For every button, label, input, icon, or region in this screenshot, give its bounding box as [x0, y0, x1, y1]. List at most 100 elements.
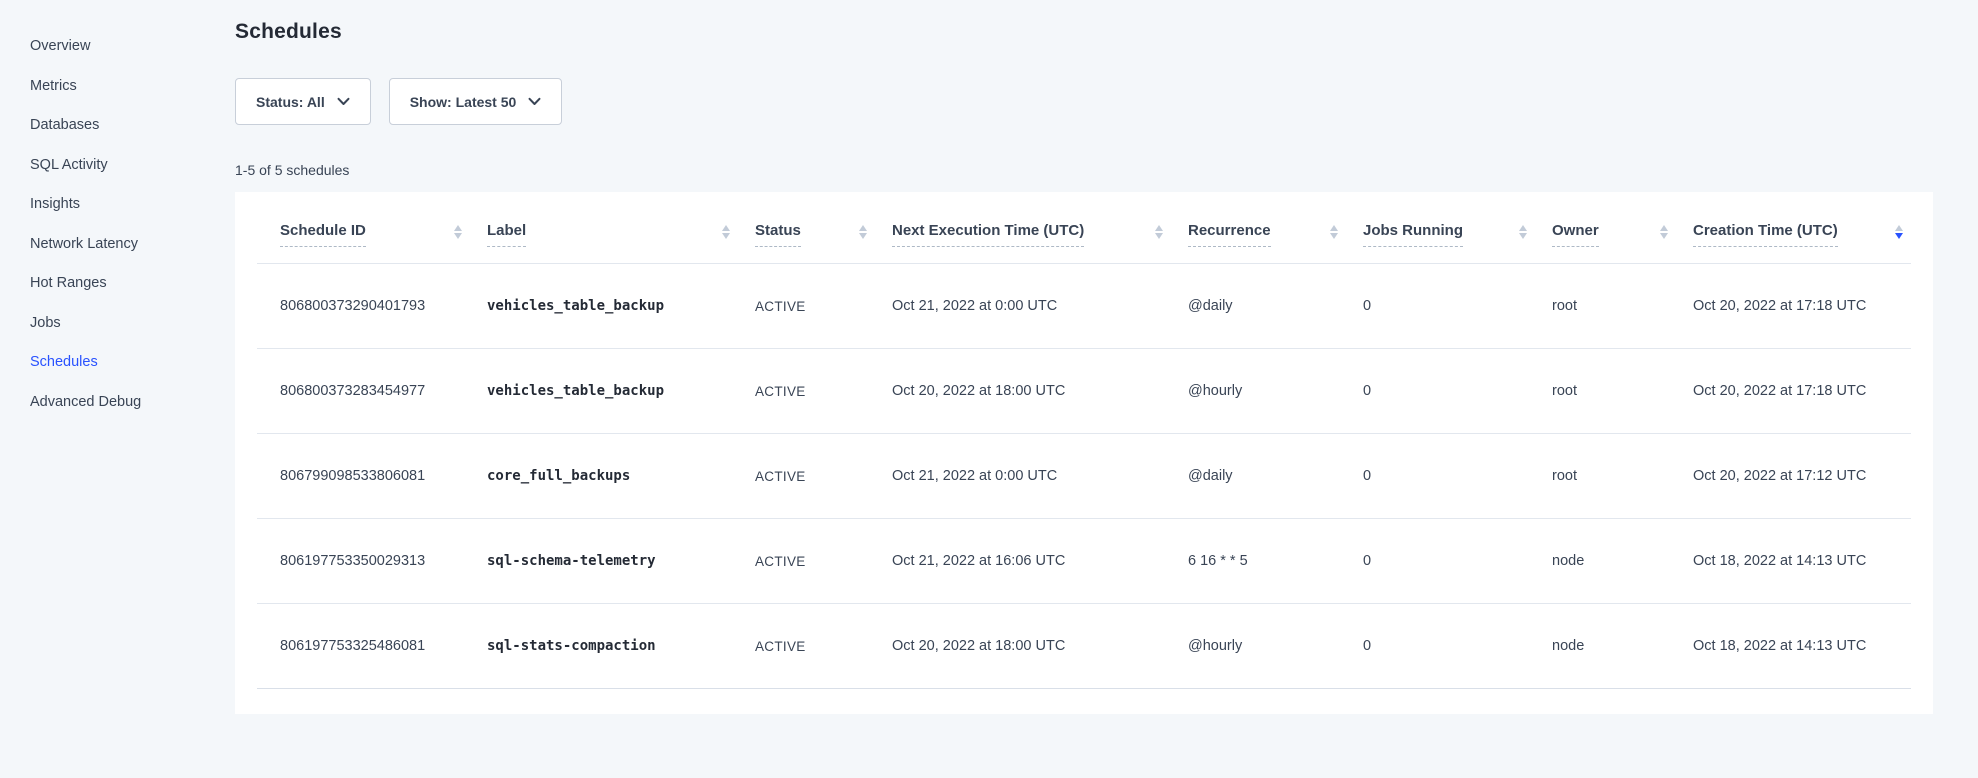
- sort-icon[interactable]: [1519, 224, 1527, 240]
- status-cell: ACTIVE: [755, 433, 892, 519]
- column-header-inner: Next Execution Time (UTC): [892, 222, 1163, 247]
- sidebar-item-databases[interactable]: Databases: [30, 117, 100, 133]
- sort-arrow-up-icon: [1330, 224, 1338, 231]
- sort-arrow-down-icon: [454, 233, 462, 240]
- label-cell: vehicles_table_backup: [487, 263, 755, 349]
- status-cell: ACTIVE: [755, 263, 892, 349]
- filter-bar: Status: All Show: Latest 50: [235, 78, 1933, 125]
- sidebar-item-advanced-debug[interactable]: Advanced Debug: [30, 393, 142, 410]
- column-header-next-execution-time[interactable]: Next Execution Time (UTC): [892, 192, 1188, 264]
- sort-icon[interactable]: [1155, 224, 1163, 240]
- sort-arrow-up-icon: [454, 224, 462, 231]
- sidebar-item-hot-ranges[interactable]: Hot Ranges: [30, 275, 107, 291]
- column-header-inner: Creation Time (UTC): [1693, 222, 1903, 247]
- schedules-table: Schedule ID Label Status Next Execution Tim…: [257, 192, 1911, 689]
- schedule-id-cell: 806800373283454977: [257, 348, 487, 434]
- status-cell: ACTIVE: [755, 603, 892, 689]
- owner-cell: node: [1552, 603, 1693, 689]
- sort-arrow-down-icon: [859, 233, 867, 240]
- creation-time-cell: Oct 20, 2022 at 17:18 UTC: [1693, 348, 1911, 434]
- sort-arrow-down-icon: [1330, 233, 1338, 240]
- owner-cell: root: [1552, 348, 1693, 434]
- column-header-label: Owner: [1552, 222, 1599, 247]
- schedule-id-cell: 806197753325486081: [257, 603, 487, 689]
- results-count: 1-5 of 5 schedules: [235, 162, 350, 178]
- sidebar-item-overview[interactable]: Overview: [30, 38, 91, 54]
- schedules-table-panel: Schedule ID Label Status Next Execution Tim…: [235, 192, 1933, 714]
- recurrence-cell: @hourly: [1188, 348, 1363, 434]
- sort-icon[interactable]: [1895, 224, 1903, 240]
- label-cell: sql-schema-telemetry: [487, 518, 755, 604]
- show-filter-dropdown[interactable]: Show: Latest 50: [388, 78, 563, 125]
- column-header-recurrence[interactable]: Recurrence: [1188, 192, 1363, 264]
- table-row: 806197753350029313 sql-schema-telemetry AC…: [257, 518, 1911, 604]
- jobs-running-cell: 0: [1363, 263, 1552, 349]
- column-header-status[interactable]: Status: [755, 192, 892, 264]
- next-execution-time-cell: Oct 21, 2022 at 0:00 UTC: [892, 263, 1188, 349]
- chevron-down-icon: [528, 97, 541, 106]
- column-header-inner: Status: [755, 222, 867, 247]
- column-header-label: Creation Time (UTC): [1693, 222, 1838, 247]
- sidebar-item-metrics[interactable]: Metrics: [30, 77, 77, 94]
- sidebar-item-schedules[interactable]: Schedules: [30, 354, 98, 370]
- sort-icon[interactable]: [1330, 224, 1338, 240]
- label-cell: sql-stats-compaction: [487, 603, 755, 689]
- schedule-id-cell: 806197753350029313: [257, 518, 487, 604]
- sort-arrow-up-icon: [1519, 224, 1527, 231]
- status-filter-dropdown[interactable]: Status: All: [235, 78, 371, 125]
- sort-arrow-up-icon: [859, 224, 867, 231]
- column-header-schedule-id[interactable]: Schedule ID: [257, 192, 487, 264]
- column-header-label: Label: [487, 222, 527, 247]
- column-header-owner[interactable]: Owner: [1552, 192, 1693, 264]
- column-header-inner: Jobs Running: [1363, 222, 1527, 247]
- sort-arrow-up-icon: [1895, 224, 1903, 231]
- sort-icon[interactable]: [859, 224, 867, 240]
- main-content: Schedules Status: All Show: Latest 50 1-…: [185, 0, 1978, 778]
- sidebar-item-insights[interactable]: Insights: [30, 196, 80, 212]
- sidebar-item-sql-activity[interactable]: SQL Activity: [30, 156, 108, 173]
- jobs-running-cell: 0: [1363, 603, 1552, 689]
- schedule-id-cell: 806800373290401793: [257, 263, 487, 349]
- status-cell: ACTIVE: [755, 348, 892, 434]
- column-header-label[interactable]: Label: [487, 192, 755, 264]
- sort-icon[interactable]: [454, 224, 462, 240]
- label-cell: vehicles_table_backup: [487, 348, 755, 434]
- creation-time-cell: Oct 18, 2022 at 14:13 UTC: [1693, 603, 1911, 689]
- column-header-jobs-running[interactable]: Jobs Running: [1363, 192, 1552, 264]
- sort-arrow-down-icon: [1519, 233, 1527, 240]
- next-execution-time-cell: Oct 21, 2022 at 0:00 UTC: [892, 433, 1188, 519]
- jobs-running-cell: 0: [1363, 348, 1552, 434]
- table-row: 806799098533806081 core_full_backups ACTIV…: [257, 433, 1911, 519]
- schedule-id-cell: 806799098533806081: [257, 433, 487, 519]
- show-filter-label: Show: Latest 50: [409, 93, 517, 110]
- status-filter-label: Status: All: [256, 93, 325, 110]
- column-header-inner: Owner: [1552, 222, 1668, 247]
- sort-arrow-down-icon: [722, 233, 730, 240]
- sort-arrow-up-icon: [722, 224, 730, 231]
- recurrence-cell: @daily: [1188, 433, 1363, 519]
- sort-arrow-up-icon: [1155, 224, 1163, 231]
- sidebar-item-network-latency[interactable]: Network Latency: [30, 235, 138, 252]
- sidebar-item-jobs[interactable]: Jobs: [30, 314, 61, 331]
- recurrence-cell: @hourly: [1188, 603, 1363, 689]
- sort-arrow-down-icon: [1895, 233, 1903, 240]
- table-header-row: Schedule ID Label Status Next Execution Tim…: [257, 192, 1911, 264]
- column-header-label: Status: [755, 222, 801, 247]
- next-execution-time-cell: Oct 20, 2022 at 18:00 UTC: [892, 348, 1188, 434]
- column-header-label: Next Execution Time (UTC): [892, 222, 1085, 247]
- sidebar: Overview Metrics Databases SQL Activity Insi…: [0, 0, 185, 778]
- sort-icon[interactable]: [722, 224, 730, 240]
- sort-arrow-down-icon: [1155, 233, 1163, 240]
- owner-cell: root: [1552, 263, 1693, 349]
- table-row: 806800373283454977 vehicles_table_backup A…: [257, 348, 1911, 434]
- sort-arrow-down-icon: [1660, 233, 1668, 240]
- column-header-label: Jobs Running: [1363, 222, 1463, 247]
- owner-cell: node: [1552, 518, 1693, 604]
- column-header-inner: Label: [487, 222, 730, 247]
- column-header-creation-time[interactable]: Creation Time (UTC): [1693, 192, 1911, 264]
- jobs-running-cell: 0: [1363, 433, 1552, 519]
- recurrence-cell: 6 16 * * 5: [1188, 518, 1363, 604]
- sort-icon[interactable]: [1660, 224, 1668, 240]
- creation-time-cell: Oct 18, 2022 at 14:13 UTC: [1693, 518, 1911, 604]
